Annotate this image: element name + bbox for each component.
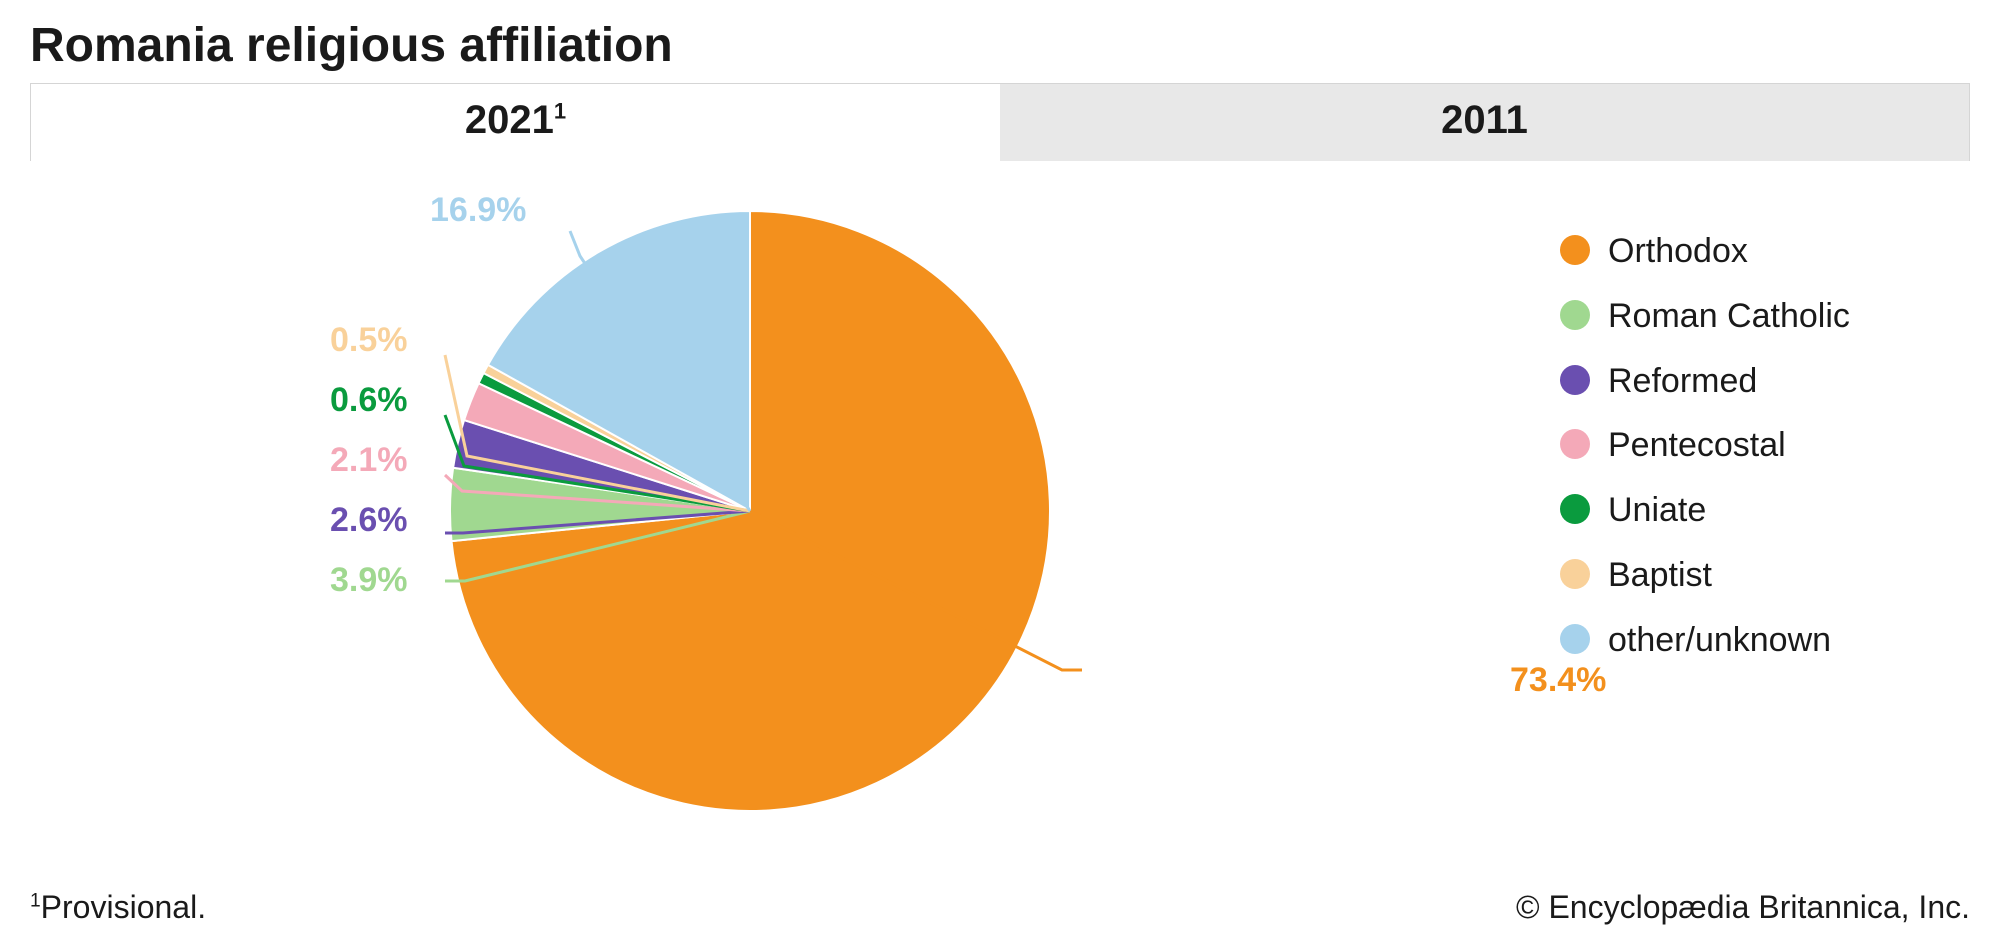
legend-dot xyxy=(1560,300,1590,330)
copyright: © Encyclopædia Britannica, Inc. xyxy=(1516,889,1970,926)
slice-label: 0.6% xyxy=(330,381,408,420)
pie-chart: 73.4%3.9%2.6%2.1%0.6%0.5%16.9% xyxy=(440,201,1060,821)
legend-item: Uniate xyxy=(1560,490,1850,531)
tab-2021[interactable]: 20211 xyxy=(31,84,1000,161)
legend-item: Orthodox xyxy=(1560,231,1850,272)
slice-label: 16.9% xyxy=(430,191,526,230)
slice-label: 0.5% xyxy=(330,321,408,360)
legend-label: Baptist xyxy=(1608,555,1712,596)
year-tabs: 20211 2011 xyxy=(30,83,1970,161)
legend-item: Pentecostal xyxy=(1560,425,1850,466)
legend-dot xyxy=(1560,365,1590,395)
footnote: 1Provisional. xyxy=(30,889,206,926)
legend-item: Reformed xyxy=(1560,361,1850,402)
legend-item: other/unknown xyxy=(1560,620,1850,661)
legend-dot xyxy=(1560,235,1590,265)
footnote-text: Provisional. xyxy=(41,889,206,925)
slice-label: 2.6% xyxy=(330,501,408,540)
tab-label: 2011 xyxy=(1441,98,1528,142)
legend-label: Reformed xyxy=(1608,361,1757,402)
legend: Orthodox Roman Catholic Reformed Pentecosta… xyxy=(1560,231,1850,685)
tab-sup: 1 xyxy=(554,99,566,124)
legend-label: Roman Catholic xyxy=(1608,296,1850,337)
legend-dot xyxy=(1560,559,1590,589)
slice-label: 3.9% xyxy=(330,561,408,600)
tab-label: 2021 xyxy=(465,98,554,142)
legend-label: Orthodox xyxy=(1608,231,1748,272)
footnote-sup: 1 xyxy=(30,890,41,911)
legend-dot xyxy=(1560,624,1590,654)
legend-item: Roman Catholic xyxy=(1560,296,1850,337)
legend-label: other/unknown xyxy=(1608,620,1831,661)
legend-label: Uniate xyxy=(1608,490,1706,531)
legend-dot xyxy=(1560,429,1590,459)
tab-2011[interactable]: 2011 xyxy=(1000,84,1969,161)
chart-area: 73.4%3.9%2.6%2.1%0.6%0.5%16.9% Orthodox R… xyxy=(0,161,2000,841)
legend-label: Pentecostal xyxy=(1608,425,1786,466)
legend-dot xyxy=(1560,494,1590,524)
legend-item: Baptist xyxy=(1560,555,1850,596)
slice-label: 2.1% xyxy=(330,441,408,480)
chart-title: Romania religious affiliation xyxy=(0,0,2000,83)
